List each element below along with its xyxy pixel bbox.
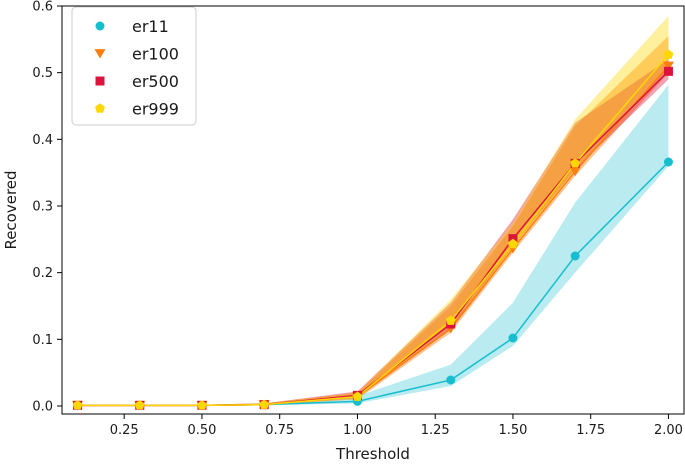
legend-label-er500: er500 — [132, 72, 179, 91]
data-point-er11 — [508, 333, 518, 343]
x-axis-title: Threshold — [335, 445, 410, 463]
legend-label-er100: er100 — [132, 45, 179, 64]
legend: er11 er100 er500 er999 — [71, 6, 197, 126]
data-point-er999 — [197, 400, 207, 410]
data-point-er999 — [508, 238, 518, 249]
data-point-er999 — [570, 158, 581, 168]
legend-marker-er500 — [95, 76, 105, 86]
legend-marker-er100 — [94, 49, 106, 59]
y-tick-label: 0.0 — [32, 400, 53, 415]
x-tick-label: 0.25 — [110, 423, 139, 438]
y-axis-ticks: 0.0 0.1 0.2 0.3 0.4 0.5 0.6 — [32, 0, 62, 415]
data-point-er500 — [663, 66, 673, 76]
x-axis-ticks: 0.25 0.50 0.75 1.00 1.25 1.50 1.75 2.00 — [110, 414, 683, 438]
confidence-bands — [77, 16, 669, 407]
y-axis-title: Recovered — [2, 170, 20, 249]
data-point-er999 — [352, 391, 363, 401]
data-point-er11 — [446, 375, 456, 385]
x-tick-label: 0.75 — [265, 423, 294, 438]
y-tick-label: 0.1 — [32, 333, 53, 348]
legend-marker-er999 — [95, 103, 105, 113]
y-tick-label: 0.5 — [32, 66, 53, 81]
y-tick-label: 0.3 — [32, 200, 53, 215]
data-point-er11 — [570, 251, 580, 261]
confidence-band-er11 — [77, 84, 669, 407]
data-point-er500 — [508, 234, 518, 244]
data-point-er999 — [72, 400, 83, 410]
legend-marker-er11 — [95, 21, 105, 31]
data-point-er100 — [662, 61, 674, 71]
series-markers — [72, 49, 674, 411]
plot-frame — [61, 5, 685, 415]
x-tick-label: 2.00 — [654, 423, 683, 438]
y-tick-label: 0.2 — [32, 266, 53, 281]
x-tick-label: 1.25 — [421, 423, 450, 438]
x-tick-label: 1.50 — [498, 423, 527, 438]
data-point-er999 — [134, 400, 145, 410]
data-point-er999 — [663, 49, 674, 59]
data-point-er999 — [259, 399, 270, 409]
legend-label-er11: er11 — [132, 17, 169, 36]
x-tick-label: 1.75 — [576, 423, 605, 438]
legend-box — [71, 6, 197, 126]
data-point-er11 — [663, 157, 673, 167]
data-point-er999 — [445, 315, 456, 325]
y-tick-label: 0.6 — [32, 0, 53, 15]
y-tick-label: 0.4 — [32, 133, 53, 148]
data-point-er100 — [569, 166, 581, 177]
x-tick-label: 1.00 — [343, 423, 372, 438]
legend-label-er999: er999 — [132, 100, 179, 119]
x-tick-label: 0.50 — [187, 423, 216, 438]
